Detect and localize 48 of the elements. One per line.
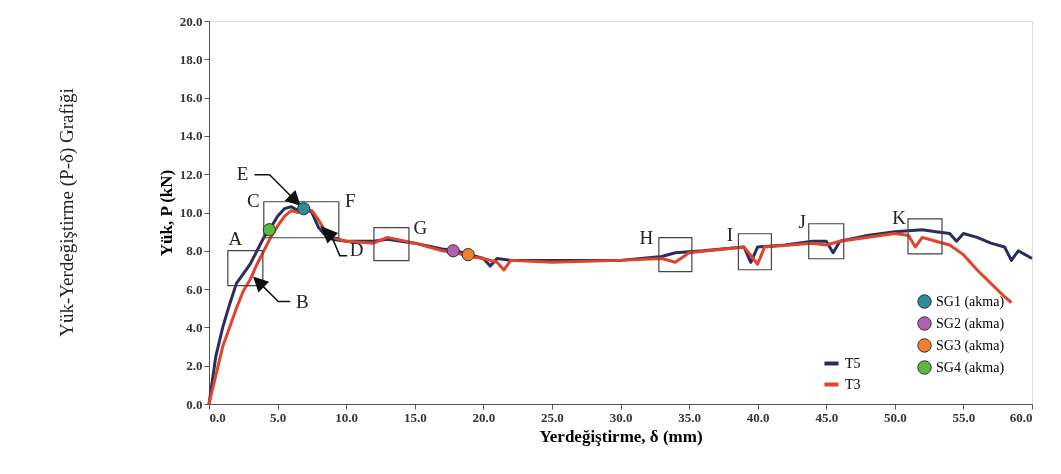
y-tick-label: 8.0 (186, 243, 203, 259)
x-tick-label: 30.0 (609, 409, 633, 425)
annotation: G (413, 217, 428, 239)
y-tick-label: 16.0 (179, 90, 203, 106)
annotation: I (726, 223, 734, 245)
y-tick-label: 10.0 (179, 205, 203, 220)
annotation: K (892, 207, 907, 229)
x-tick-label: 45.0 (815, 409, 839, 425)
annotation: F (345, 189, 356, 211)
annotation: A (228, 228, 243, 250)
legend-label: SG3 (akma) (936, 337, 1005, 354)
legend-label: SG4 (akma) (936, 359, 1005, 376)
legend-label: SG2 (akma) (936, 315, 1005, 332)
y-tick-label: 2.0 (186, 358, 203, 374)
x-tick-label: 35.0 (678, 409, 701, 425)
text: Yük-Yerdeğiştirme (P-δ) Grafiği (56, 88, 79, 337)
annotation: E (236, 162, 249, 184)
point (297, 202, 311, 216)
y-tick-label: 0.0 (186, 396, 203, 412)
x-axis-title: Yerdeğiştirme, δ (mm) (539, 426, 703, 446)
x-tick-label: 5.0 (269, 409, 287, 425)
y-tick-label: 20.0 (179, 13, 203, 29)
x-tick-label: 10.0 (335, 409, 359, 425)
y-tick-label: 4.0 (186, 319, 203, 335)
x-tick-label: 40.0 (746, 409, 770, 425)
point (262, 223, 276, 237)
annotation: C (246, 189, 260, 211)
x-tick-label: 55.0 (952, 409, 976, 425)
y-tick-label: 6.0 (186, 281, 203, 297)
y-tick-label: 14.0 (179, 128, 203, 144)
y-axis-title: Yük, P (kN) (156, 169, 176, 257)
legend-label: SG1 (akma) (936, 293, 1005, 310)
point (446, 244, 460, 258)
x-tick-label: 25.0 (541, 409, 564, 425)
annotation: D (349, 239, 364, 261)
annotation: B (295, 290, 309, 312)
annotation: J (798, 211, 806, 233)
y-tick-label: 12.0 (179, 166, 203, 182)
y-tick-label: 18.0 (179, 51, 203, 67)
legend-label: T5 (845, 355, 861, 371)
x-tick-label: 15.0 (403, 409, 427, 425)
annotation: H (639, 226, 654, 248)
x-tick-label: 0.0 (209, 409, 226, 425)
legend-label: T3 (845, 376, 861, 392)
x-tick-label: 50.0 (883, 409, 907, 425)
point (461, 248, 475, 262)
x-tick-label: 60.0 (1009, 409, 1033, 425)
x-tick-label: 20.0 (472, 409, 496, 425)
